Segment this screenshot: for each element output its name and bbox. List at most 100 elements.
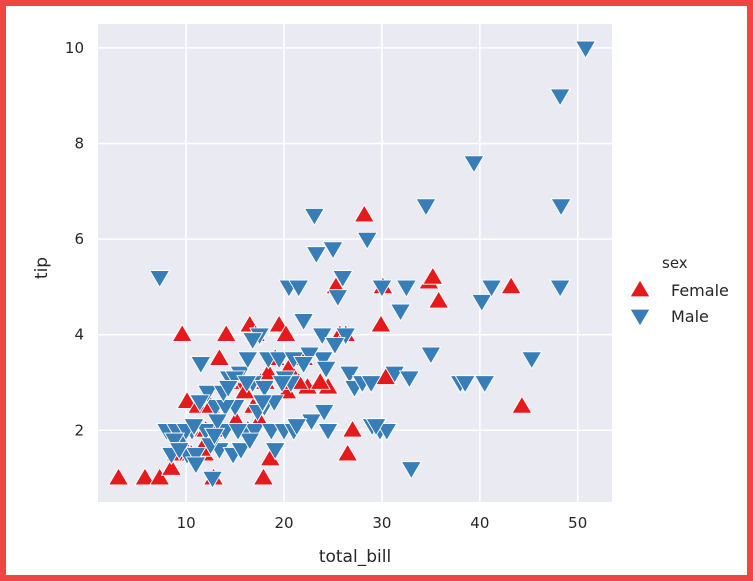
data-point-male (190, 356, 212, 375)
legend-label-male: Male (671, 307, 709, 326)
data-point-male (300, 413, 323, 432)
data-point-female (215, 323, 237, 342)
data-point-male (474, 375, 496, 394)
data-point-female (511, 395, 533, 414)
data-point-male (365, 418, 387, 437)
data-point-male (236, 375, 258, 394)
data-point-male (292, 356, 315, 375)
data-point-male (239, 432, 261, 451)
data-point-male (206, 413, 229, 432)
data-point-male (227, 423, 249, 442)
data-point-female (234, 381, 256, 400)
x-axis-label: total_bill (319, 547, 391, 567)
data-point-male (471, 293, 493, 313)
data-point-female (160, 457, 183, 476)
legend-label-female: Female (671, 281, 729, 300)
data-point-male (242, 332, 264, 351)
y-tick-label: 4 (74, 326, 84, 344)
legend-title: sex (662, 254, 688, 272)
x-tick-label: 40 (470, 514, 489, 532)
data-point-male (217, 380, 239, 399)
data-point-male (292, 313, 315, 332)
legend-marker-female (629, 279, 651, 298)
x-tick-label: 30 (372, 514, 391, 532)
data-point-male (356, 231, 378, 251)
data-point-male (480, 279, 503, 298)
data-point-male (313, 403, 335, 423)
data-point-female (171, 323, 193, 342)
data-point-female (176, 390, 198, 409)
data-point-female (275, 323, 297, 342)
data-point-male (288, 279, 310, 298)
data-point-male (196, 384, 219, 403)
data-point-male (203, 427, 226, 447)
data-point-male (183, 418, 205, 437)
data-point-male (415, 198, 437, 217)
data-point-male (230, 442, 252, 461)
data-point-male (360, 375, 382, 394)
data-points (107, 40, 597, 490)
data-point-female (309, 371, 331, 390)
data-point-female (107, 467, 130, 486)
data-point-male (303, 207, 326, 227)
data-point-male (286, 418, 308, 437)
data-point-male (189, 394, 211, 413)
data-point-male (243, 423, 266, 442)
data-point-male (317, 423, 339, 442)
plot-area (98, 24, 612, 502)
data-point-male (185, 446, 207, 466)
data-point-male (389, 303, 412, 322)
data-point-female (252, 467, 275, 486)
data-point-female (422, 266, 444, 285)
y-tick-label: 6 (74, 230, 84, 248)
data-point-male (376, 423, 398, 442)
data-point-male (298, 346, 321, 365)
data-point-male (332, 270, 354, 289)
data-point-male (264, 442, 286, 461)
data-point-female (500, 275, 522, 295)
data-point-male (550, 198, 572, 217)
data-point-male (312, 351, 334, 370)
data-point-male (201, 470, 224, 490)
data-point-male (251, 394, 274, 413)
data-point-male (327, 289, 349, 308)
tick-labels: 10 20 30 40 50 2 4 6 8 10 (65, 39, 587, 532)
data-point-male (268, 351, 290, 370)
data-point-male (400, 461, 422, 480)
data-point-female (134, 467, 156, 486)
legend-marker-male (629, 308, 651, 327)
legend: sex Female Male (629, 254, 729, 327)
data-point-male (185, 456, 207, 475)
data-point-female (341, 419, 364, 438)
data-point-female (148, 467, 171, 486)
data-point-male (398, 370, 421, 389)
y-tick-label: 2 (74, 421, 84, 439)
data-point-male (574, 40, 597, 59)
data-point-female (336, 443, 359, 462)
y-tick-label: 10 (65, 39, 84, 57)
data-point-male (324, 337, 346, 356)
data-point-male (463, 155, 485, 174)
x-tick-label: 20 (274, 514, 293, 532)
data-point-male (338, 365, 361, 384)
data-point-female (428, 290, 450, 309)
data-point-male (549, 279, 571, 298)
data-point-male (371, 279, 393, 298)
data-point-male (253, 380, 276, 399)
data-point-male (549, 88, 571, 107)
data-point-male (271, 375, 293, 394)
series-male (148, 40, 597, 490)
data-point-male (148, 270, 171, 289)
x-tick-label: 50 (568, 514, 587, 532)
data-point-male (335, 327, 357, 346)
data-point-male (521, 351, 543, 370)
data-point-male (237, 351, 259, 370)
data-point-male (311, 327, 333, 346)
data-point-male (315, 360, 337, 380)
data-point-male (322, 241, 344, 260)
y-axis-label: tip (32, 257, 52, 279)
data-point-female (370, 314, 392, 333)
data-point-female (353, 204, 375, 223)
x-tick-label: 10 (177, 514, 196, 532)
